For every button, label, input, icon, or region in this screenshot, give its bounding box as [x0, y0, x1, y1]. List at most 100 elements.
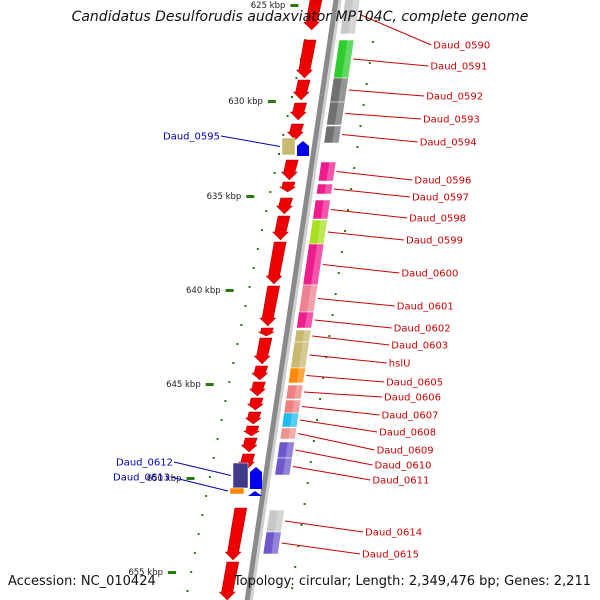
feature-shine	[307, 285, 318, 312]
feature-shine	[304, 312, 314, 328]
leader-line	[301, 406, 380, 416]
backbone-line	[244, 0, 339, 600]
leader-line	[314, 319, 392, 329]
label-leader-lines	[170, 14, 432, 555]
leader-line	[173, 461, 232, 476]
gene-label: Daud_0597	[412, 193, 469, 204]
scale-tick-label: 640 kbp	[186, 286, 221, 296]
cds-arrow	[286, 123, 304, 141]
leader-line	[297, 433, 375, 451]
feature-shine	[292, 400, 301, 413]
feature-shine	[320, 200, 331, 219]
reverse-feature-block	[229, 487, 245, 495]
cds-arrow	[251, 365, 269, 381]
gene-label: Daud_0615	[362, 550, 419, 561]
track-dot	[269, 191, 272, 193]
feature-shine	[282, 458, 293, 475]
leader-line	[170, 476, 229, 492]
cds-arrow	[259, 285, 280, 327]
gene-label: Daud_0596	[414, 176, 471, 187]
track-dot	[362, 104, 365, 106]
cds-arrow	[275, 197, 294, 215]
scale-tick-label: 625 kbp	[251, 1, 286, 11]
feature-block	[326, 101, 346, 126]
feature-block	[339, 0, 361, 35]
feature-block	[279, 427, 298, 440]
track-dot	[277, 153, 280, 155]
cds-arrow	[295, 39, 317, 79]
gene-label: Daud_0598	[409, 214, 466, 225]
track-dot	[365, 83, 368, 85]
leader-line	[345, 113, 421, 120]
right-track-dots	[291, 20, 378, 589]
track-dot	[216, 438, 219, 440]
gene-label: Daud_0609	[377, 446, 434, 457]
track-dot	[340, 251, 343, 253]
gene-label: Daud_0591	[430, 62, 487, 73]
track-dot	[260, 229, 263, 231]
track-dot	[252, 267, 255, 269]
gene-labels: Daud_0590 Daud_0591 Daud_0592 Daud_0593 Daud…	[113, 41, 490, 561]
track-dot	[337, 272, 340, 274]
track-dot	[356, 146, 359, 148]
track-dot	[371, 41, 374, 43]
scale-tick-label: 655 kbp	[128, 568, 163, 578]
cds-arrow	[253, 337, 273, 365]
feature-shine	[288, 428, 297, 439]
scale-tick-label: 630 kbp	[228, 97, 263, 107]
cds-arrow	[248, 381, 267, 397]
track-dot	[300, 524, 303, 526]
scale-tick-mark	[205, 383, 214, 386]
track-dot	[291, 587, 294, 589]
backbone-shadow	[249, 0, 342, 600]
reverse-cds-arrow	[248, 491, 262, 496]
leader-line	[299, 419, 378, 433]
track-dot	[353, 167, 356, 169]
gene-label: Daud_0590	[433, 41, 490, 52]
gene-label: Daud_0613	[113, 473, 170, 484]
leader-line	[330, 209, 408, 219]
track-dot	[291, 96, 294, 98]
feature-block	[274, 457, 293, 476]
cds-arrow	[240, 437, 258, 453]
track-dot	[201, 514, 204, 516]
leader-line	[333, 188, 411, 198]
scale-tick-mark	[246, 195, 255, 198]
feature-shine	[317, 220, 328, 244]
track-dot	[236, 343, 239, 345]
map-title: Candidatus Desulforudis audaxviator MP10…	[71, 9, 529, 25]
feature-block	[262, 531, 282, 555]
track-dot	[248, 286, 251, 288]
feature-block	[296, 311, 315, 329]
track-dot	[186, 590, 189, 592]
gene-label: Daud_0610	[375, 461, 432, 472]
gene-label: Daud_0593	[423, 115, 480, 126]
track-dot	[297, 545, 300, 547]
scale-tick-label: 645 kbp	[166, 380, 201, 390]
leader-line	[295, 449, 373, 466]
scale-tick-mark	[290, 4, 299, 7]
feature-shine	[334, 102, 345, 125]
reverse-feature-block	[232, 462, 249, 489]
cds-arrow	[242, 425, 261, 437]
leader-line	[359, 14, 432, 46]
cds-arrow	[278, 181, 297, 193]
scale-tick-label: 650 kbp	[147, 474, 182, 484]
cds-arrow	[218, 561, 240, 600]
track-dot	[208, 476, 211, 478]
gene-label: Daud_0595	[163, 132, 220, 143]
feature-shine	[311, 244, 324, 285]
cds-arrow	[265, 241, 287, 285]
track-dot	[197, 533, 200, 535]
track-dot	[224, 400, 227, 402]
feature-shine	[285, 442, 295, 458]
leader-line	[342, 134, 418, 143]
track-dot	[256, 248, 259, 250]
feature-block	[323, 125, 342, 144]
cds-arrow	[289, 102, 308, 121]
leader-line	[317, 298, 395, 307]
gene-label: Daud_0601	[397, 302, 454, 313]
cds-arrow	[258, 327, 275, 337]
leader-line	[353, 58, 429, 67]
